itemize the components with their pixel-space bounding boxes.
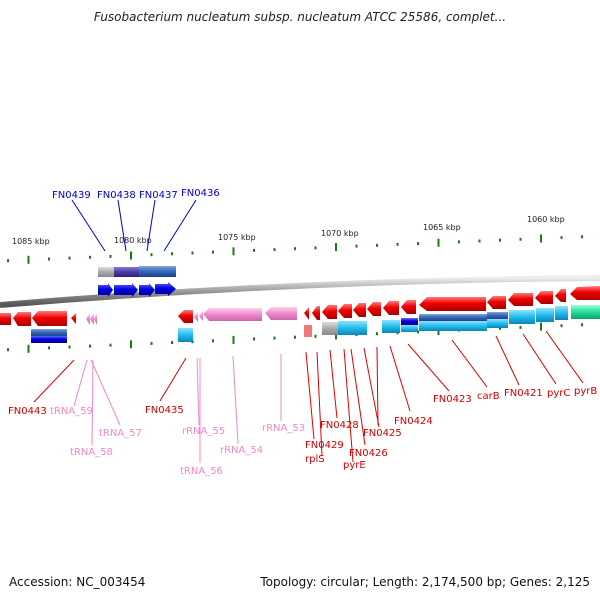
gene-FN0437[interactable]	[139, 283, 155, 297]
cds-bar-FN0425	[382, 320, 400, 333]
gene-pyrB-a[interactable]	[555, 289, 566, 302]
gene-FN0436[interactable]	[155, 282, 176, 296]
cds-bar-carB	[487, 312, 508, 319]
label-pyrB[interactable]: pyrB	[574, 386, 597, 397]
gene-rRNA_53[interactable]	[265, 307, 297, 320]
label-pyrC[interactable]: pyrC	[547, 388, 570, 399]
cds-bar-purple	[114, 267, 139, 277]
cds-bar-blue	[139, 266, 176, 277]
topology-text: Topology: circular; Length: 2,174,500 bp…	[260, 575, 590, 589]
label-tRNA_56[interactable]: tRNA_56	[180, 466, 223, 477]
gene-FN0439[interactable]	[98, 283, 113, 297]
label-FN0428[interactable]: FN0428	[320, 420, 359, 431]
cds-bar-pyrC	[536, 308, 554, 322]
cds-bar-pyrE	[338, 321, 367, 335]
cds-bar-FN0443-blue	[31, 336, 67, 343]
map-title: Fusobacterium nucleatum subsp. nucleatum…	[93, 10, 507, 24]
label-FN0421[interactable]: FN0421	[504, 388, 543, 399]
label-rRNA_55[interactable]: rRNA_55	[182, 426, 225, 437]
cds-bar-FN0424	[401, 318, 418, 325]
label-FN0438[interactable]: FN0438	[97, 190, 136, 201]
scale-label-1065: 1065 kbp	[423, 223, 461, 232]
gene-carB[interactable]	[487, 296, 506, 309]
label-FN0424[interactable]: FN0424	[394, 416, 433, 427]
gene-pyrC[interactable]	[535, 291, 553, 304]
gene-pyrB[interactable]	[570, 286, 600, 300]
label-FN0443[interactable]: FN0443	[8, 406, 47, 417]
label-FN0423[interactable]: FN0423	[433, 394, 472, 405]
label-pyrE[interactable]: pyrE	[343, 460, 366, 471]
bottom-leader-lines	[33, 330, 584, 463]
gene-rRNA_55[interactable]	[199, 311, 203, 321]
cds-bar-pyrB-small	[555, 306, 568, 320]
label-tRNA_58[interactable]: tRNA_58	[70, 447, 113, 458]
cds-bar-FN0435	[178, 328, 193, 342]
cds-bar-FN0443	[31, 329, 67, 336]
cds-bar-carB-lower	[487, 319, 508, 328]
label-FN0436[interactable]: FN0436	[181, 188, 220, 199]
genome-backbone	[0, 275, 600, 308]
label-FN0435[interactable]: FN0435	[145, 405, 184, 416]
label-FN0439[interactable]: FN0439	[52, 190, 91, 201]
gene-tRNA_59[interactable]	[86, 313, 90, 325]
label-rplS[interactable]: rplS	[305, 454, 325, 465]
scale-label-1070: 1070 kbp	[321, 229, 359, 238]
gene-FN0443-a[interactable]	[0, 313, 11, 325]
outer-tick-ring	[7, 234, 583, 264]
cds-bar-FN0424-lower	[401, 325, 418, 332]
gene-small-red[interactable]	[71, 313, 76, 324]
label-FN0426[interactable]: FN0426	[349, 448, 388, 459]
label-rRNA_54[interactable]: rRNA_54	[220, 445, 263, 456]
cds-bar-FN0428	[322, 322, 338, 335]
gene-tRNA_56[interactable]	[194, 312, 198, 322]
cds-bar-grey	[98, 267, 114, 277]
rna-gene-track	[86, 307, 297, 325]
label-rRNA_53[interactable]: rRNA_53	[262, 423, 305, 434]
gene-FN0443[interactable]	[32, 311, 67, 326]
gene-rRNA_54[interactable]	[203, 308, 262, 321]
label-FN0425[interactable]: FN0425	[363, 428, 402, 439]
gene-rplS[interactable]	[312, 306, 320, 320]
label-FN0429[interactable]: FN0429	[305, 440, 344, 451]
gene-FN0428[interactable]	[322, 305, 337, 319]
accession-text: Accession: NC_003454	[9, 575, 146, 589]
gene-FN0424-b[interactable]	[401, 300, 416, 314]
label-FN0437[interactable]: FN0437	[139, 190, 178, 201]
reverse-gene-track	[0, 286, 600, 343]
cds-bar-FN0429	[304, 325, 312, 337]
gene-pyrE[interactable]	[338, 304, 352, 318]
cds-bar-FN0421	[509, 310, 535, 324]
gene-FN0426[interactable]	[353, 303, 366, 317]
gene-FN0438[interactable]	[114, 283, 138, 297]
top-leader-lines	[71, 199, 197, 252]
gene-FN0424[interactable]	[383, 301, 399, 315]
cds-bar-FN0423-lower	[419, 321, 487, 331]
gene-FN0429[interactable]	[304, 307, 309, 320]
scale-label-1075: 1075 kbp	[218, 233, 256, 242]
cds-bar-FN0423	[419, 314, 487, 321]
gene-FN0435[interactable]	[178, 310, 193, 323]
cds-bar-pyrB	[571, 305, 600, 319]
forward-gene-track	[98, 266, 176, 297]
scale-label-1060: 1060 kbp	[527, 215, 565, 224]
scale-label-1085: 1085 kbp	[12, 237, 50, 246]
label-tRNA_59[interactable]: tRNA_59	[50, 406, 93, 417]
gene-FN0423[interactable]	[419, 297, 486, 311]
gene-tRNA_58[interactable]	[94, 313, 97, 325]
label-tRNA_57[interactable]: tRNA_57	[99, 428, 142, 439]
gene-FN0425[interactable]	[367, 302, 381, 316]
gene-FN0443-b[interactable]	[13, 312, 31, 326]
gene-FN0421[interactable]	[508, 293, 533, 306]
scale-label-1080: 1080 kbp	[114, 236, 152, 245]
gene-tRNA_57[interactable]	[90, 313, 94, 325]
label-carB[interactable]: carB	[477, 391, 500, 402]
